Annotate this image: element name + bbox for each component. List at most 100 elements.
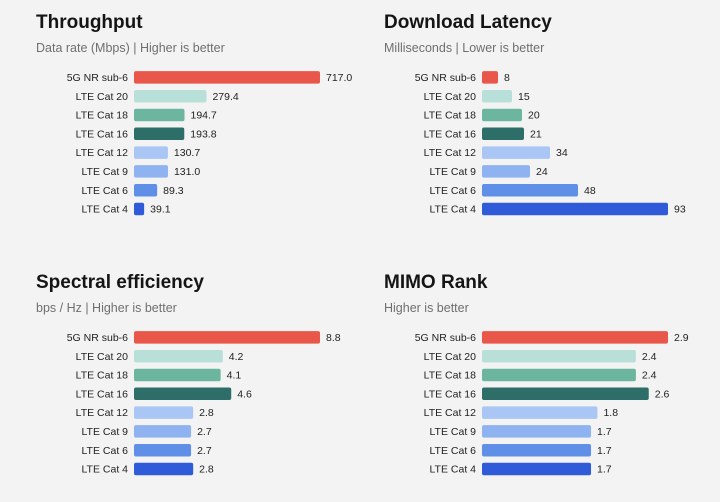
bar bbox=[482, 183, 578, 197]
category-label: LTE Cat 9 bbox=[430, 166, 477, 178]
value-label: 2.8 bbox=[199, 464, 214, 476]
value-label: 1.8 bbox=[603, 407, 618, 419]
bar bbox=[482, 387, 649, 401]
value-label: 8.8 bbox=[326, 332, 341, 344]
value-label: 2.7 bbox=[197, 445, 212, 457]
bar bbox=[482, 331, 668, 344]
value-label: 2.7 bbox=[197, 426, 212, 438]
bar bbox=[482, 89, 512, 103]
value-label: 24 bbox=[536, 166, 548, 178]
category-label: LTE Cat 20 bbox=[424, 351, 476, 363]
value-label: 130.7 bbox=[174, 147, 200, 159]
value-label: 1.7 bbox=[597, 445, 612, 457]
bar bbox=[482, 425, 592, 438]
category-label: LTE Cat 20 bbox=[76, 91, 128, 103]
bar bbox=[134, 183, 158, 197]
value-label: 93 bbox=[674, 204, 686, 216]
value-label: 48 bbox=[584, 185, 596, 197]
category-label: 5G NR sub-6 bbox=[67, 72, 128, 84]
category-label: LTE Cat 16 bbox=[424, 128, 476, 140]
category-label: LTE Cat 18 bbox=[424, 370, 476, 382]
value-label: 4.1 bbox=[227, 370, 242, 382]
bar bbox=[482, 202, 668, 216]
value-label: 194.7 bbox=[191, 110, 217, 122]
category-label: LTE Cat 18 bbox=[76, 370, 128, 382]
category-label: LTE Cat 12 bbox=[424, 147, 476, 159]
chart-title: Download Latency bbox=[384, 12, 552, 33]
bar bbox=[134, 202, 145, 216]
bar bbox=[134, 108, 185, 122]
value-label: 131.0 bbox=[174, 166, 200, 178]
category-label: LTE Cat 12 bbox=[424, 407, 476, 419]
bar bbox=[482, 443, 592, 457]
value-label: 2.4 bbox=[642, 370, 657, 382]
bar bbox=[134, 368, 221, 382]
bar bbox=[134, 387, 232, 401]
download-latency-panel: Download Latency Milliseconds | Lower is… bbox=[384, 12, 714, 242]
value-label: 21 bbox=[530, 128, 542, 140]
bar bbox=[134, 349, 223, 363]
bar bbox=[482, 368, 636, 382]
bar bbox=[482, 165, 530, 178]
category-label: LTE Cat 18 bbox=[424, 110, 476, 122]
bar bbox=[482, 349, 636, 363]
bar bbox=[134, 127, 185, 141]
bar bbox=[482, 462, 592, 476]
category-label: LTE Cat 6 bbox=[430, 445, 477, 457]
category-label: 5G NR sub-6 bbox=[67, 332, 128, 344]
bar bbox=[134, 406, 194, 419]
bar bbox=[134, 165, 168, 178]
spectral-efficiency-panel: Spectral efficiency bps / Hz | Higher is… bbox=[36, 272, 366, 502]
category-label: LTE Cat 4 bbox=[430, 204, 477, 216]
chart-subtitle: bps / Hz | Higher is better bbox=[36, 301, 177, 315]
chart-title: Throughput bbox=[36, 12, 143, 33]
category-label: LTE Cat 16 bbox=[76, 128, 128, 140]
category-label: LTE Cat 6 bbox=[430, 185, 477, 197]
value-label: 1.7 bbox=[597, 464, 612, 476]
bar bbox=[134, 443, 192, 457]
bar bbox=[134, 146, 168, 159]
bar bbox=[482, 146, 550, 159]
value-label: 39.1 bbox=[150, 204, 171, 216]
value-label: 279.4 bbox=[212, 91, 238, 103]
value-label: 2.4 bbox=[642, 351, 657, 363]
category-label: LTE Cat 4 bbox=[430, 464, 477, 476]
category-label: LTE Cat 4 bbox=[82, 464, 129, 476]
chart-title: MIMO Rank bbox=[384, 272, 488, 293]
category-label: LTE Cat 18 bbox=[76, 110, 128, 122]
category-label: LTE Cat 4 bbox=[82, 204, 129, 216]
category-label: LTE Cat 9 bbox=[82, 426, 129, 438]
category-label: LTE Cat 16 bbox=[76, 388, 128, 400]
bar bbox=[134, 71, 320, 84]
chart-subtitle: Data rate (Mbps) | Higher is better bbox=[36, 41, 225, 55]
bar bbox=[134, 89, 207, 103]
value-label: 4.6 bbox=[237, 388, 252, 400]
value-label: 8 bbox=[504, 72, 510, 84]
category-label: LTE Cat 6 bbox=[82, 185, 129, 197]
category-label: LTE Cat 12 bbox=[76, 407, 128, 419]
category-label: LTE Cat 9 bbox=[430, 426, 477, 438]
value-label: 2.9 bbox=[674, 332, 689, 344]
category-label: LTE Cat 9 bbox=[82, 166, 129, 178]
value-label: 2.8 bbox=[199, 407, 214, 419]
value-label: 193.8 bbox=[190, 128, 216, 140]
bar bbox=[134, 462, 194, 476]
mimo-rank-chart: 5G NR sub-6 2.9 LTE Cat 20 2.4 LTE Cat 18 2.4… bbox=[415, 331, 689, 476]
category-label: LTE Cat 12 bbox=[76, 147, 128, 159]
bar bbox=[134, 331, 320, 344]
value-label: 20 bbox=[528, 110, 540, 122]
chart-subtitle: Milliseconds | Lower is better bbox=[384, 41, 545, 55]
chart-title: Spectral efficiency bbox=[36, 272, 204, 293]
value-label: 4.2 bbox=[229, 351, 244, 363]
category-label: 5G NR sub-6 bbox=[415, 332, 476, 344]
category-label: LTE Cat 20 bbox=[424, 91, 476, 103]
value-label: 15 bbox=[518, 91, 530, 103]
bar bbox=[482, 127, 524, 141]
throughput-panel: Throughput Data rate (Mbps) | Higher is … bbox=[36, 12, 366, 242]
bar bbox=[482, 108, 522, 122]
mimo-rank-panel: MIMO Rank Higher is better 5G NR sub-6 2.… bbox=[384, 272, 714, 502]
download-latency-chart: 5G NR sub-6 8 LTE Cat 20 15 LTE Cat 18 20 LTE … bbox=[415, 71, 686, 216]
bar bbox=[482, 406, 598, 419]
value-label: 1.7 bbox=[597, 426, 612, 438]
spectral-efficiency-chart: 5G NR sub-6 8.8 LTE Cat 20 4.2 LTE Cat 18 4.1… bbox=[67, 331, 341, 476]
